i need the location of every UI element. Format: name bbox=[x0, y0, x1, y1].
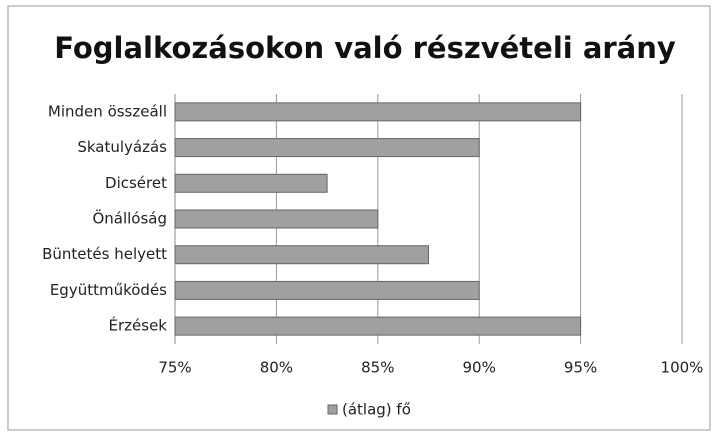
y-tick-label: Skatulyázás bbox=[77, 138, 167, 156]
x-tick-label: 90% bbox=[463, 359, 496, 377]
bar bbox=[174, 245, 429, 265]
x-tick-label: 100% bbox=[661, 359, 704, 377]
bar bbox=[174, 173, 328, 193]
bar bbox=[174, 280, 480, 300]
x-tick-label: 80% bbox=[260, 359, 293, 377]
y-tick-label: Együttműködés bbox=[50, 281, 167, 299]
x-tick-label: 95% bbox=[564, 359, 597, 377]
bar bbox=[174, 102, 582, 122]
legend-swatch bbox=[327, 404, 338, 415]
legend-label: (átlag) fő bbox=[342, 401, 411, 419]
bar bbox=[174, 138, 480, 158]
x-tick-label: 75% bbox=[158, 359, 191, 377]
y-tick-label: Dicséret bbox=[105, 174, 167, 192]
chart-title: Foglalkozásokon való részvételi arány bbox=[54, 31, 676, 65]
x-tick-label: 85% bbox=[361, 359, 394, 377]
y-tick-label: Önállóság bbox=[92, 209, 167, 228]
bar bbox=[174, 209, 379, 229]
y-tick-label: Minden összeáll bbox=[48, 102, 167, 120]
bar bbox=[174, 316, 582, 336]
y-tick-label: Érzések bbox=[109, 316, 168, 335]
y-tick-label: Büntetés helyett bbox=[42, 245, 167, 263]
